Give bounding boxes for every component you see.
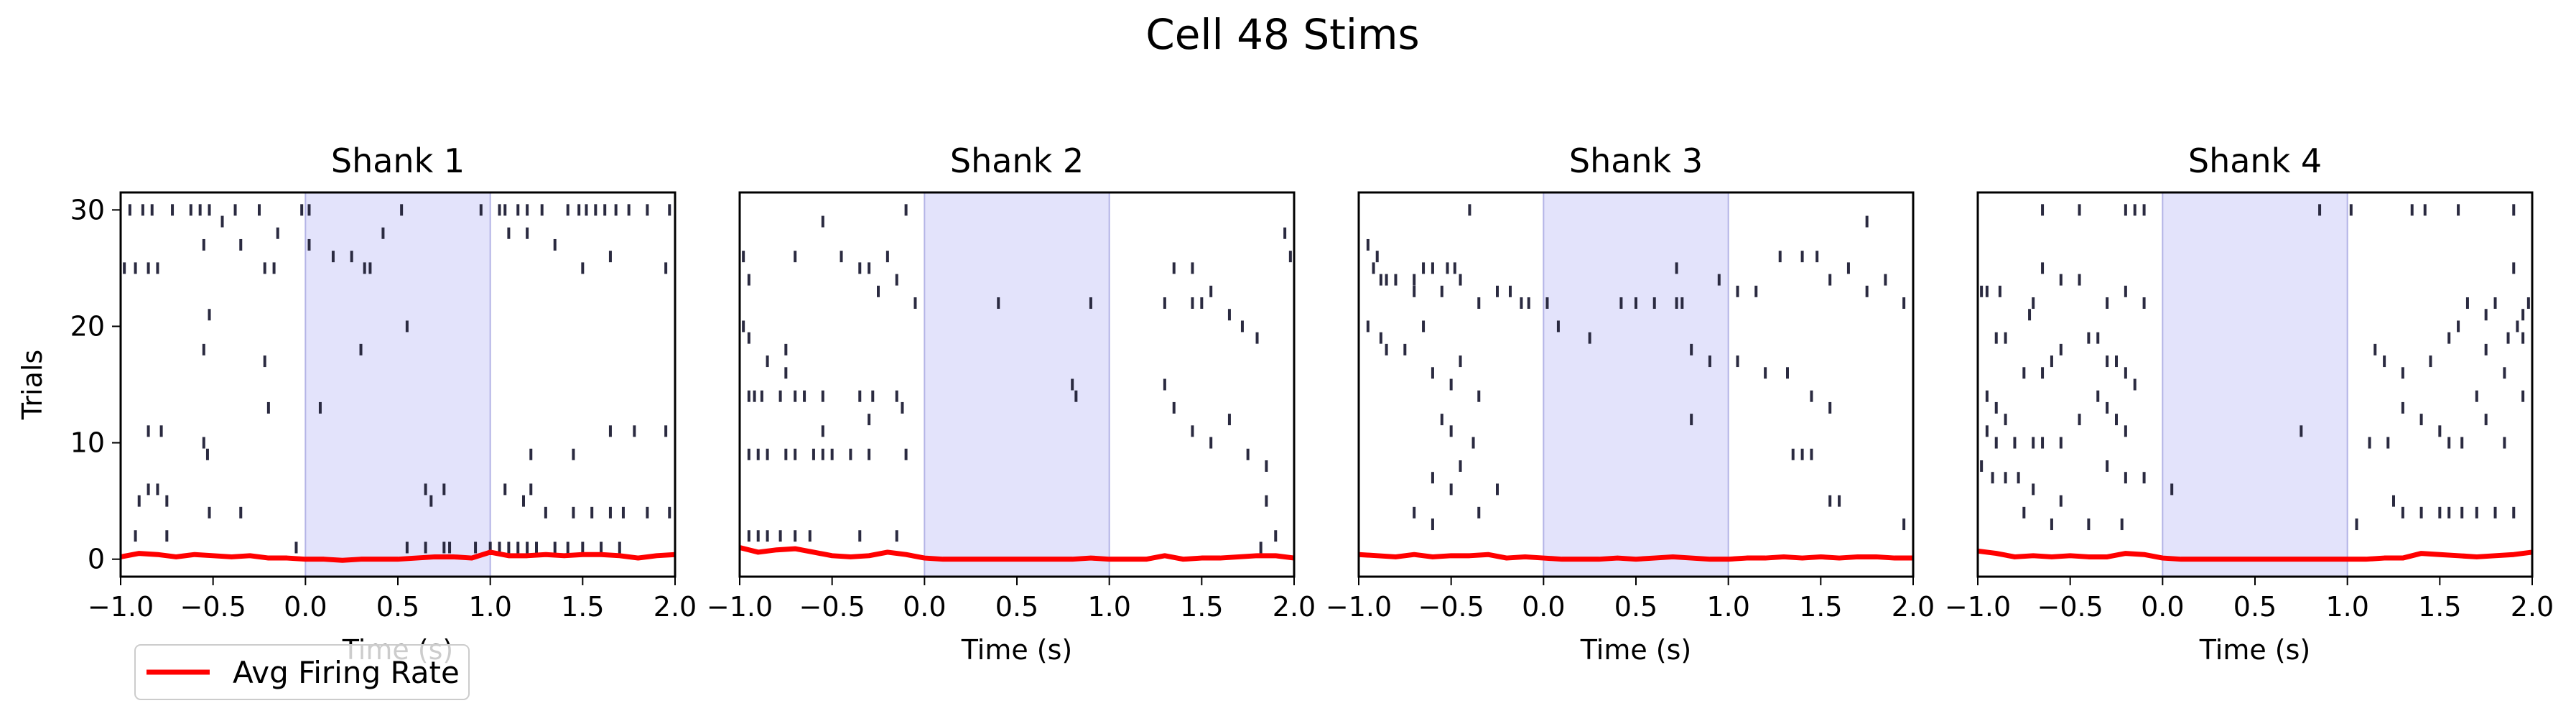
x-tick-label: 0.0 [903,591,946,623]
avg-firing-rate-line [739,545,1295,562]
x-tick-label: 1.5 [561,591,604,623]
x-tick-label: −1.0 [1945,591,2011,623]
stim-window [924,192,1110,577]
avg-firing-rate-line [120,549,676,563]
x-tick-label: 0.0 [1522,591,1565,623]
x-tick-label: 1.5 [1799,591,1842,623]
x-tick-label: 2.0 [654,591,697,623]
legend-frame [134,644,470,700]
x-tick-label: −1.0 [1326,591,1392,623]
legend-label-avg-firing-rate: Avg Firing Rate [233,655,460,690]
x-tick-label: 1.5 [2418,591,2461,623]
spike-group [1980,204,2530,531]
legend: Avg Firing Rate [134,644,470,700]
y-tick-label: 0 [88,544,105,575]
panel-title: Shank 4 [2188,141,2322,180]
x-tick-label: 1.0 [1706,591,1749,623]
avg-firing-rate-line [1358,552,1913,562]
stim-window [1543,192,1729,577]
x-tick-label: −0.5 [180,591,246,623]
panel-4: −1.0 −0.5 0.0 0.5 1.0 1.5 2.0 Shank 4 Time (s) [1945,141,2554,666]
x-tick-label: 2.0 [1892,591,1935,623]
x-tick-label: −1.0 [707,591,773,623]
panel-3: −1.0 −0.5 0.0 0.5 1.0 1.5 2.0 Shank 3 Time (s) [1326,141,1935,666]
x-tick-label: 0.0 [284,591,327,623]
avg-firing-rate-line [1977,548,2533,562]
panel-title: Shank 3 [1569,141,1703,180]
x-tick-label: 1.0 [2325,591,2368,623]
panel-2: −1.0 −0.5 0.0 0.5 1.0 1.5 2.0 Shank 2 Time (s) [707,141,1316,666]
x-tick-label: 1.0 [1087,591,1130,623]
x-tick-label: 0.5 [376,591,419,623]
y-tick-label: 30 [70,194,105,225]
x-axis-label: Time (s) [961,634,1073,666]
spike-group [742,204,1292,554]
x-tick-label: 1.0 [468,591,511,623]
x-tick-label: 0.5 [1614,591,1657,623]
figure-title: Cell 48 Stims [1145,10,1419,59]
x-tick-label: 0.0 [2141,591,2184,623]
spike-group [123,204,671,554]
y-axis-label: Trials [17,350,48,420]
x-tick-label: 2.0 [2511,591,2554,623]
stim-window [304,192,491,577]
x-axis-label: Time (s) [2199,634,2311,666]
y-tick-label: 10 [70,427,105,459]
stim-window [2162,192,2348,577]
spike-group [1366,204,1906,531]
panel-title: Shank 1 [331,141,465,180]
x-tick-label: 0.5 [995,591,1038,623]
x-tick-label: 1.5 [1180,591,1223,623]
x-tick-label: −0.5 [799,591,865,623]
x-tick-label: 2.0 [1273,591,1316,623]
x-tick-label: −0.5 [2037,591,2103,623]
x-tick-label: 0.5 [2233,591,2277,623]
y-tick-label: 20 [70,310,105,342]
x-tick-label: −0.5 [1418,591,1484,623]
x-axis-label: Time (s) [1580,634,1692,666]
x-tick-label: −1.0 [88,591,154,623]
panels: −1.0 −0.5 0.0 0.5 1.0 1.5 2.0 0 10 20 30 Shank 1 Tim… [17,141,2554,666]
panel-title: Shank 2 [950,141,1084,180]
